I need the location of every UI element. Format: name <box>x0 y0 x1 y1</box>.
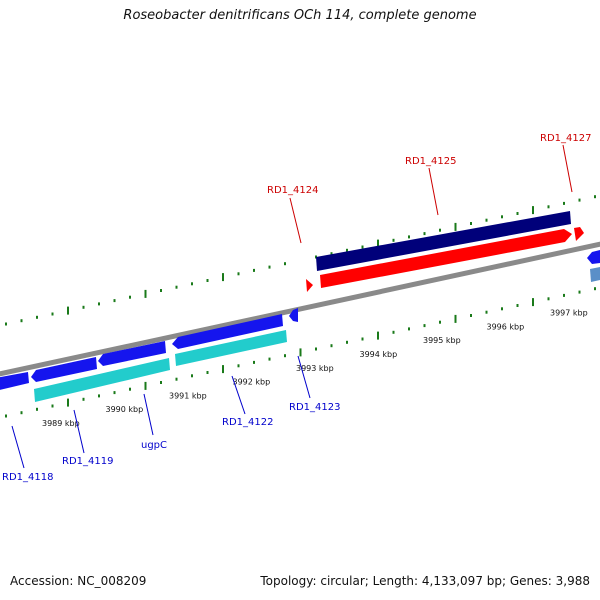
tick-label: 3993 kbp <box>296 364 334 373</box>
gene-label-rd1-4118[interactable]: RD1_4118 <box>2 472 53 483</box>
gene-rd1-4119-arrow[interactable] <box>31 357 97 382</box>
lower-tick-row <box>5 287 596 418</box>
gene-rd1-4125-arrow[interactable] <box>316 211 571 271</box>
gene-label-rd1-4127[interactable]: RD1_4127 <box>540 133 591 144</box>
tick-label: 3989 kbp <box>42 419 80 428</box>
gene-label-rd1-4122[interactable]: RD1_4122 <box>222 417 273 428</box>
gene-ugpc-arrow[interactable] <box>98 341 166 366</box>
tick-label: 3997 kbp <box>550 309 588 318</box>
gene-label-ugpc[interactable]: ugpC <box>141 440 167 451</box>
accession-text: Accession: NC_008209 <box>10 574 147 588</box>
gene-label-rd1-4124[interactable]: RD1_4124 <box>267 185 318 196</box>
tick-label: 3994 kbp <box>360 350 398 359</box>
tick-label: 3991 kbp <box>169 391 207 400</box>
map-title: Roseobacter denitrificans OCh 114, compl… <box>123 8 477 23</box>
tick-label: 3990 kbp <box>106 405 144 414</box>
genome-backbone <box>0 241 600 377</box>
tick-label: 3992 kbp <box>233 378 271 387</box>
tick-label: 3995 kbp <box>423 336 461 345</box>
tick-labels: 3989 kbp 3990 kbp 3991 kbp 3992 kbp 3993 kbp… <box>42 309 588 428</box>
gene-label-rd1-4123[interactable]: RD1_4123 <box>289 402 340 413</box>
gene-steel-right[interactable] <box>590 267 600 282</box>
gene-right-edge-arrow[interactable] <box>587 250 600 264</box>
gene-label-rd1-4119[interactable]: RD1_4119 <box>62 456 113 467</box>
upper-tick-row <box>5 195 596 326</box>
gene-cyan-right[interactable] <box>175 330 287 366</box>
gene-rd1-4123-arrow[interactable] <box>289 308 298 322</box>
gene-label-rd1-4125[interactable]: RD1_4125 <box>405 156 456 167</box>
gene-rd1-4122-arrow[interactable] <box>172 314 283 349</box>
gene-red-small-arrow[interactable] <box>574 227 584 241</box>
gene-rd1-4127-arrow[interactable] <box>320 229 572 288</box>
genome-summary-text: Topology: circular; Length: 4,133,097 bp… <box>260 574 590 588</box>
gene-rd1-4118-arrow[interactable] <box>0 372 29 391</box>
label-leaders <box>11 144 573 469</box>
gene-cyan-left[interactable] <box>34 358 170 402</box>
tick-label: 3996 kbp <box>487 322 525 331</box>
gene-rd1-4124-arrow[interactable] <box>306 279 313 292</box>
